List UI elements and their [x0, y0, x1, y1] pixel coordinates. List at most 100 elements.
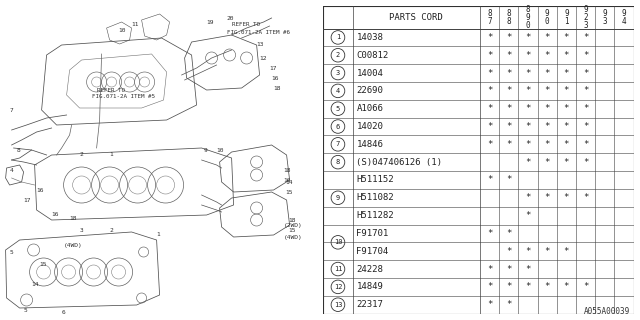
Text: 14: 14 — [285, 180, 293, 185]
Text: 1: 1 — [109, 153, 113, 157]
Text: FIG.071-2A ITEM #5: FIG.071-2A ITEM #5 — [92, 94, 155, 100]
Text: 11: 11 — [132, 22, 139, 28]
Text: 14849: 14849 — [356, 282, 383, 292]
Text: *: * — [545, 140, 550, 149]
Text: 18: 18 — [289, 218, 296, 222]
Text: *: * — [583, 33, 588, 42]
Text: *: * — [525, 51, 531, 60]
Text: 8
8: 8 8 — [506, 9, 511, 26]
Text: *: * — [564, 86, 569, 95]
Text: 10: 10 — [216, 148, 224, 153]
Text: *: * — [525, 211, 531, 220]
Text: *: * — [545, 247, 550, 256]
Text: *: * — [525, 104, 531, 113]
Text: 17: 17 — [24, 197, 31, 203]
Text: FIG.071-2A ITEM #6: FIG.071-2A ITEM #6 — [227, 29, 289, 35]
Text: 20: 20 — [227, 15, 234, 20]
Text: *: * — [545, 104, 550, 113]
Text: *: * — [525, 193, 531, 202]
Text: *: * — [583, 68, 588, 77]
Text: *: * — [583, 122, 588, 131]
Text: 2: 2 — [109, 228, 113, 233]
Text: *: * — [487, 282, 492, 292]
Text: 6: 6 — [61, 309, 65, 315]
Text: 15: 15 — [289, 228, 296, 233]
Text: 12: 12 — [333, 284, 342, 290]
Text: 15: 15 — [285, 189, 293, 195]
Text: 18: 18 — [274, 85, 281, 91]
Text: 14038: 14038 — [356, 33, 383, 42]
Text: C00812: C00812 — [356, 51, 388, 60]
Text: *: * — [545, 158, 550, 167]
Text: 9
2
3: 9 2 3 — [583, 5, 588, 30]
Text: H511152: H511152 — [356, 175, 394, 184]
Text: 5: 5 — [336, 106, 340, 112]
Text: *: * — [506, 33, 511, 42]
Text: F91701: F91701 — [356, 229, 388, 238]
Text: 4: 4 — [336, 88, 340, 94]
Text: 16: 16 — [52, 212, 59, 218]
Text: 12: 12 — [260, 55, 267, 60]
Text: (4WD): (4WD) — [284, 236, 302, 241]
Text: 1: 1 — [157, 233, 161, 237]
Text: *: * — [525, 86, 531, 95]
Text: 22317: 22317 — [356, 300, 383, 309]
Text: *: * — [487, 86, 492, 95]
Text: F91704: F91704 — [356, 247, 388, 256]
Text: 14004: 14004 — [356, 68, 383, 77]
Text: *: * — [564, 158, 569, 167]
Text: *: * — [564, 282, 569, 292]
Text: *: * — [545, 51, 550, 60]
Text: *: * — [506, 229, 511, 238]
Text: *: * — [487, 51, 492, 60]
Text: 10: 10 — [118, 28, 126, 33]
Text: *: * — [506, 68, 511, 77]
Text: *: * — [583, 158, 588, 167]
Text: *: * — [525, 68, 531, 77]
Text: *: * — [564, 104, 569, 113]
Text: 9
4: 9 4 — [621, 9, 627, 26]
Text: *: * — [583, 193, 588, 202]
Text: *: * — [525, 33, 531, 42]
Text: *: * — [487, 229, 492, 238]
Text: *: * — [487, 265, 492, 274]
Text: *: * — [506, 282, 511, 292]
Text: 14846: 14846 — [356, 140, 383, 149]
Text: *: * — [506, 122, 511, 131]
Text: 1: 1 — [336, 35, 340, 40]
Text: A1066: A1066 — [356, 104, 383, 113]
Text: *: * — [545, 86, 550, 95]
Text: REFER TO: REFER TO — [97, 87, 125, 92]
Text: (S)047406126 (1): (S)047406126 (1) — [356, 158, 442, 167]
Text: 9
3: 9 3 — [602, 9, 607, 26]
Text: *: * — [506, 51, 511, 60]
Text: *: * — [583, 140, 588, 149]
Text: *: * — [487, 104, 492, 113]
Text: 18: 18 — [284, 167, 291, 172]
Text: *: * — [583, 86, 588, 95]
Text: *: * — [525, 158, 531, 167]
Text: 14020: 14020 — [356, 122, 383, 131]
Text: *: * — [525, 140, 531, 149]
Text: 15: 15 — [40, 262, 47, 268]
Text: 13: 13 — [257, 43, 264, 47]
Text: *: * — [564, 33, 569, 42]
Text: 9: 9 — [336, 195, 340, 201]
Text: *: * — [506, 140, 511, 149]
Text: 8: 8 — [17, 148, 20, 153]
Text: 9
0: 9 0 — [545, 9, 550, 26]
Text: 16: 16 — [284, 178, 291, 182]
Text: *: * — [487, 33, 492, 42]
Text: 3: 3 — [336, 70, 340, 76]
Text: *: * — [506, 175, 511, 184]
Text: *: * — [564, 68, 569, 77]
Text: 24228: 24228 — [356, 265, 383, 274]
Text: 3: 3 — [79, 228, 83, 233]
Text: *: * — [545, 193, 550, 202]
Text: *: * — [545, 282, 550, 292]
Text: *: * — [487, 300, 492, 309]
Text: 10: 10 — [333, 239, 342, 245]
Text: 18: 18 — [70, 215, 77, 220]
Text: 5: 5 — [24, 308, 28, 313]
Text: *: * — [583, 104, 588, 113]
